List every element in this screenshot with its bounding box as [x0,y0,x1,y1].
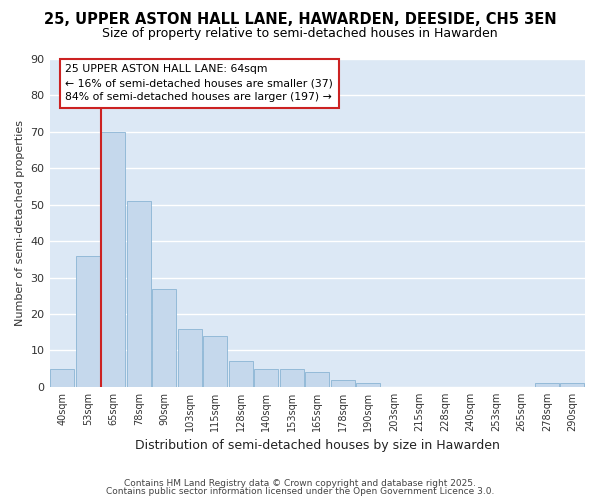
Text: Size of property relative to semi-detached houses in Hawarden: Size of property relative to semi-detach… [102,28,498,40]
Text: Contains HM Land Registry data © Crown copyright and database right 2025.: Contains HM Land Registry data © Crown c… [124,478,476,488]
Text: 25 UPPER ASTON HALL LANE: 64sqm
← 16% of semi-detached houses are smaller (37)
8: 25 UPPER ASTON HALL LANE: 64sqm ← 16% of… [65,64,333,102]
X-axis label: Distribution of semi-detached houses by size in Hawarden: Distribution of semi-detached houses by … [135,440,500,452]
Bar [229,362,253,387]
Bar [76,256,100,387]
Text: 25, UPPER ASTON HALL LANE, HAWARDEN, DEESIDE, CH5 3EN: 25, UPPER ASTON HALL LANE, HAWARDEN, DEE… [44,12,556,28]
Bar [560,384,584,387]
Bar [127,201,151,387]
Bar [305,372,329,387]
Bar [50,368,74,387]
Y-axis label: Number of semi-detached properties: Number of semi-detached properties [15,120,25,326]
Bar [178,328,202,387]
Bar [254,368,278,387]
Bar [331,380,355,387]
Bar [101,132,125,387]
Bar [356,384,380,387]
Text: Contains public sector information licensed under the Open Government Licence 3.: Contains public sector information licen… [106,487,494,496]
Bar [535,384,559,387]
Bar [152,288,176,387]
Bar [280,368,304,387]
Bar [203,336,227,387]
